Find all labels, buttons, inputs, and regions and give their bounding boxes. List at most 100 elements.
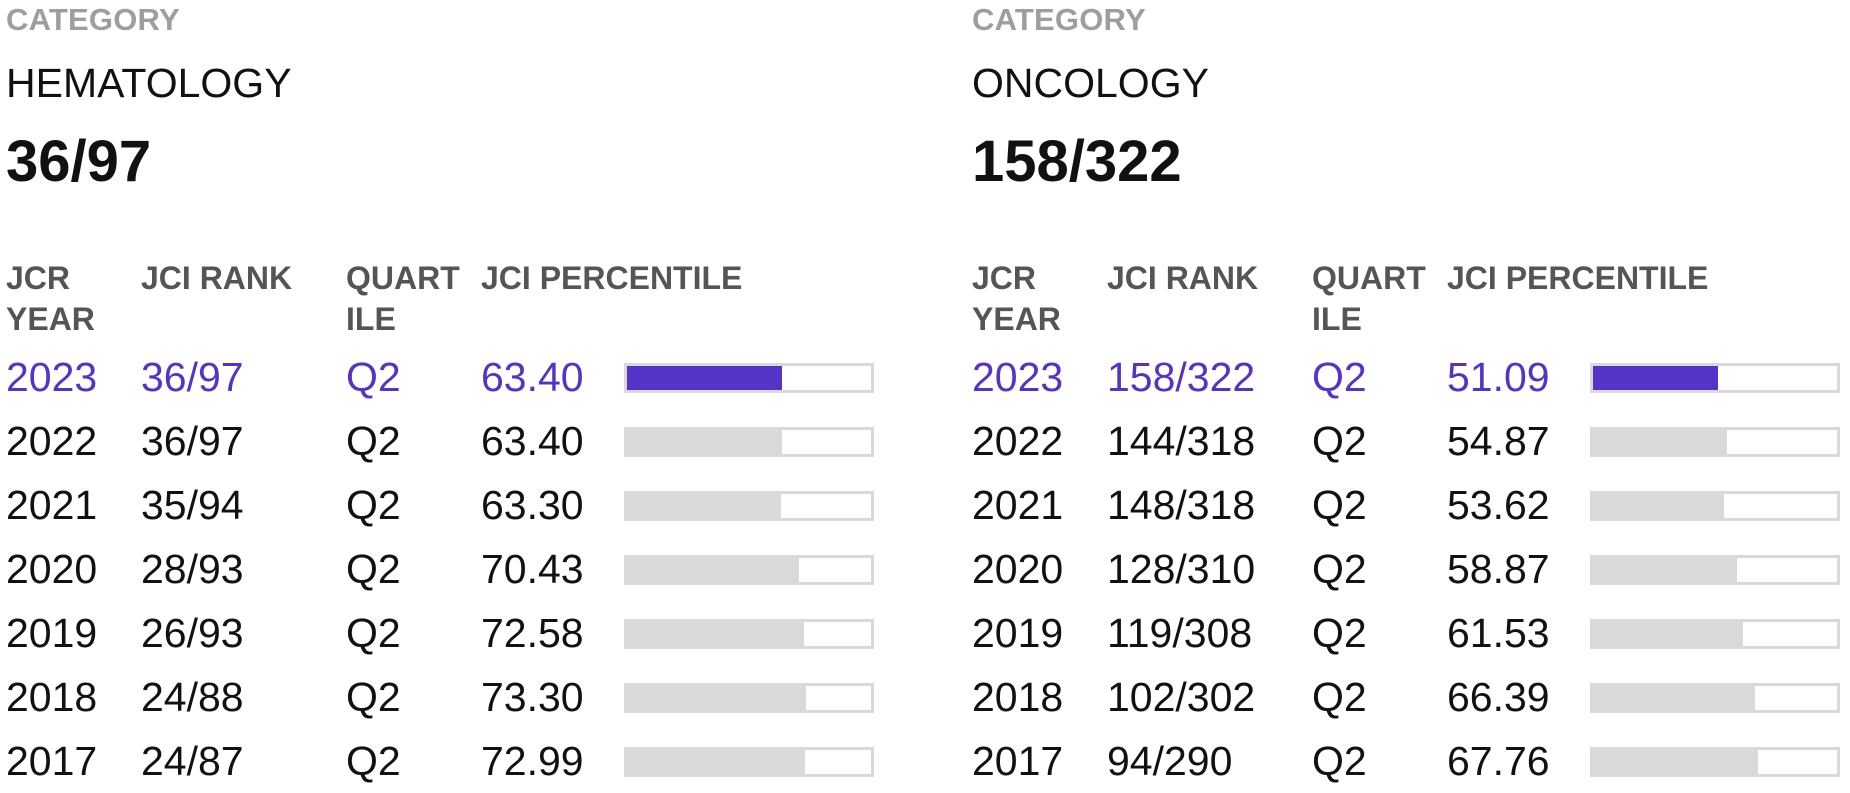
percentile-bar [624, 555, 874, 585]
year-cell: 2019 [6, 610, 98, 656]
header-jci-percentile: JCI PERCENTILE [1447, 260, 1709, 296]
percentile-cell: 72.99 [481, 738, 584, 784]
quartile-cell: Q2 [1312, 418, 1367, 464]
year-cell: 2018 [972, 674, 1064, 720]
table-row: 2019 26/93 Q2 72.58 [6, 601, 874, 665]
percentile-cell: 61.53 [1447, 610, 1550, 656]
table-row: 2021 35/94 Q2 63.30 [6, 473, 874, 537]
percentile-cell: 63.30 [481, 482, 584, 528]
header-jci-percentile: JCI PERCENTILE [481, 260, 743, 296]
percentile-bar-fill [1593, 622, 1744, 646]
rank-cell: 119/308 [1107, 610, 1253, 656]
percentile-bar-fill [1593, 430, 1727, 454]
percentile-cell: 63.40 [481, 354, 584, 400]
percentile-bar [1590, 683, 1840, 713]
year-cell: 2022 [972, 418, 1064, 464]
percentile-cell: 63.40 [481, 418, 584, 464]
rank-cell: 144/318 [1107, 418, 1256, 464]
category-rank: 36/97 [6, 129, 152, 194]
percentile-bar [624, 427, 874, 457]
percentile-bar [624, 683, 874, 713]
percentile-cell: 58.87 [1447, 546, 1550, 592]
quartile-cell: Q2 [1312, 354, 1367, 400]
rank-cell: 94/290 [1107, 738, 1233, 784]
quartile-cell: Q2 [346, 354, 401, 400]
header-jcr-year-line2: YEAR [6, 301, 95, 337]
percentile-bar-fill [627, 430, 782, 454]
percentile-bar-fill [1593, 558, 1737, 582]
table-row: 2017 24/87 Q2 72.99 [6, 729, 874, 793]
table-row: 2019 119/308 Q2 61.53 [972, 601, 1840, 665]
percentile-bar [624, 619, 874, 649]
table-row: 2021 148/318 Q2 53.62 [972, 473, 1840, 537]
year-cell: 2023 [6, 354, 98, 400]
category-rank: 158/322 [972, 129, 1182, 194]
year-cell: 2022 [6, 418, 98, 464]
percentile-bar [1590, 747, 1840, 777]
table-row: 2018 102/302 Q2 66.39 [972, 665, 1840, 729]
percentile-bar [624, 491, 874, 521]
percentile-cell: 66.39 [1447, 674, 1550, 720]
percentile-bar [1590, 363, 1840, 393]
category-label: CATEGORY [972, 2, 1146, 37]
header-jcr-year: JCR YEAR [972, 258, 1082, 340]
rank-cell: 28/93 [141, 546, 244, 592]
header-jcr-year-line2: YEAR [972, 301, 1061, 337]
year-cell: 2021 [972, 482, 1064, 528]
quartile-cell: Q2 [346, 674, 401, 720]
quartile-cell: Q2 [346, 546, 401, 592]
percentile-bar-fill [627, 750, 806, 774]
rank-cell: 36/97 [141, 354, 244, 400]
percentile-bar [1590, 619, 1840, 649]
percentile-cell: 53.62 [1447, 482, 1550, 528]
table-row: 2018 24/88 Q2 73.30 [6, 665, 874, 729]
table-row: 2022 36/97 Q2 63.40 [6, 409, 874, 473]
table-row: 2023 36/97 Q2 63.40 [6, 345, 874, 409]
percentile-bar [1590, 491, 1840, 521]
header-jci-rank: JCI RANK [141, 260, 293, 296]
quartile-cell: Q2 [346, 482, 401, 528]
percentile-cell: 54.87 [1447, 418, 1550, 464]
rank-cell: 24/87 [141, 738, 244, 784]
percentile-cell: 73.30 [481, 674, 584, 720]
quartile-cell: Q2 [1312, 482, 1367, 528]
percentile-bar-fill [1593, 686, 1755, 710]
rank-cell: 102/302 [1107, 674, 1256, 720]
quartile-cell: Q2 [1312, 738, 1367, 784]
percentile-bar [1590, 555, 1840, 585]
category-name: ONCOLOGY [972, 60, 1209, 106]
percentile-bar-fill [627, 622, 805, 646]
year-cell: 2019 [972, 610, 1064, 656]
category-name: HEMATOLOGY [6, 60, 292, 106]
year-cell: 2020 [6, 546, 98, 592]
rank-cell: 148/318 [1107, 482, 1256, 528]
rank-cell: 128/310 [1107, 546, 1256, 592]
category-label: CATEGORY [6, 2, 180, 37]
rank-cell: 35/94 [141, 482, 244, 528]
year-cell: 2017 [6, 738, 98, 784]
year-cell: 2018 [6, 674, 98, 720]
year-cell: 2020 [972, 546, 1064, 592]
header-jci-rank: JCI RANK [1107, 260, 1259, 296]
rank-cell: 26/93 [141, 610, 244, 656]
rank-cell: 24/88 [141, 674, 244, 720]
percentile-bar-fill [627, 494, 782, 518]
header-quartile-line1: QUART [1312, 260, 1426, 296]
percentile-bar [1590, 427, 1840, 457]
header-jcr-year-line1: JCR [6, 260, 71, 296]
quartile-cell: Q2 [1312, 546, 1367, 592]
table-row: 2023 158/322 Q2 51.09 [972, 345, 1840, 409]
percentile-cell: 72.58 [481, 610, 584, 656]
table-row: 2017 94/290 Q2 67.76 [972, 729, 1840, 793]
percentile-bar-fill [1593, 750, 1759, 774]
year-cell: 2023 [972, 354, 1064, 400]
percentile-cell: 51.09 [1447, 354, 1550, 400]
table-row: 2020 28/93 Q2 70.43 [6, 537, 874, 601]
header-quartile: QUART ILE [1312, 258, 1432, 340]
percentile-bar-fill [627, 558, 799, 582]
quartile-cell: Q2 [346, 418, 401, 464]
header-quartile-line2: ILE [1312, 301, 1362, 337]
quartile-cell: Q2 [346, 738, 401, 784]
year-cell: 2021 [6, 482, 98, 528]
header-quartile-line1: QUART [346, 260, 460, 296]
